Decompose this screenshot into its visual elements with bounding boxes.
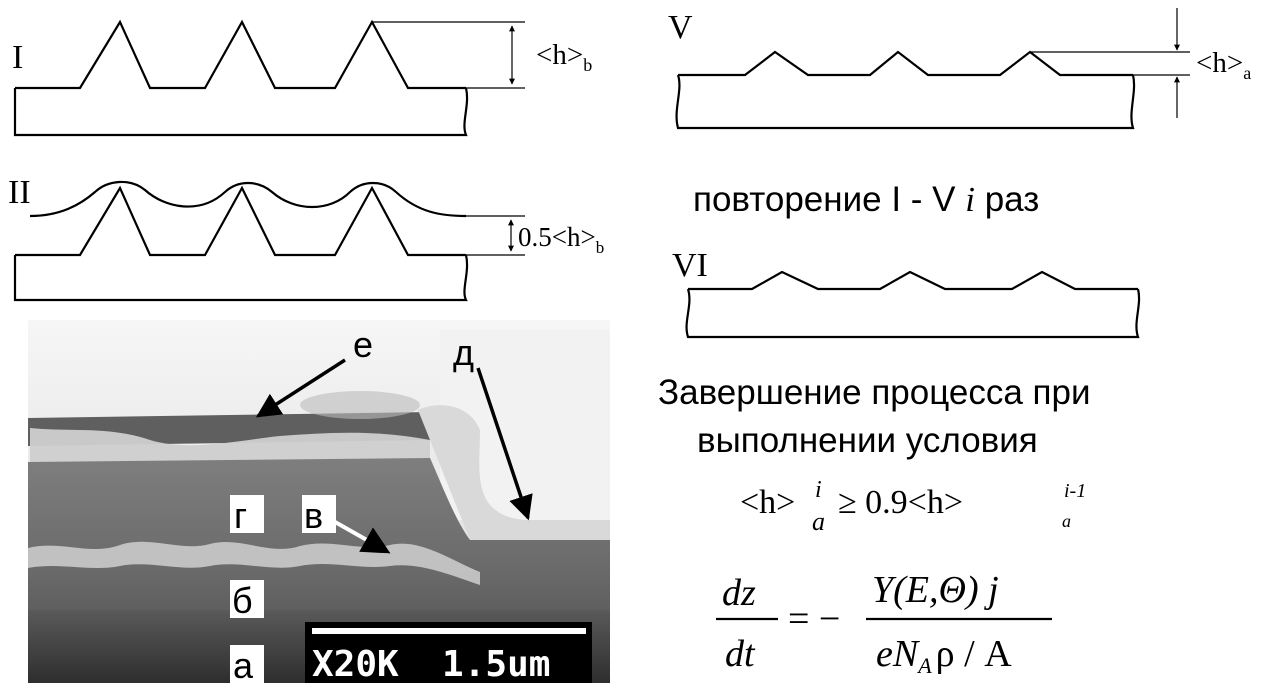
label-d: д (453, 332, 474, 373)
condition-relation: ≥ 0.9<h> (838, 484, 963, 521)
stage-5: V <h>a (668, 8, 1251, 128)
stage-6-substrate (687, 289, 1140, 337)
formula-den2: eNA ρ / A (876, 633, 1012, 678)
stage-2: II 0.5<h>b (8, 174, 604, 300)
stage-1-profile (15, 22, 466, 88)
label-e: е (353, 324, 373, 365)
stage-1-label: I (12, 39, 23, 76)
micrograph-glow (300, 391, 420, 419)
stage-1: I <h>b (12, 22, 592, 135)
formula-num2: Y(E,Θ) j (872, 569, 999, 611)
stage-6: VI (672, 247, 1139, 337)
label-v: в (304, 495, 323, 536)
stage-5-profile (678, 52, 1133, 75)
condition-formula: <h> i a ≥ 0.9<h> i-1 a (740, 477, 1086, 536)
condition-lhs-sup: i (815, 477, 822, 503)
condition-lhs: <h> (740, 484, 795, 521)
label-a: а (233, 645, 254, 683)
stage-6-label: VI (672, 247, 708, 284)
scale-text: X20K 1.5um (312, 644, 550, 683)
hb-label: <h>b (536, 39, 592, 75)
formula-equals-minus: = − (788, 598, 840, 640)
stage-1-substrate (15, 88, 467, 135)
stage-2-substrate (15, 255, 467, 300)
finish-line-1: Завершение процесса при (658, 373, 1091, 412)
formula-den1: dt (725, 633, 756, 675)
scale-bar (312, 628, 586, 634)
rate-formula: dz dt = − Y(E,Θ) j eNA ρ / A (716, 569, 1052, 678)
stage-5-label: V (668, 9, 693, 46)
condition-rhs-sub: a (1062, 511, 1071, 531)
ha-label: <h>a (1196, 47, 1251, 83)
formula-num1: dz (722, 572, 756, 614)
label-b: б (232, 580, 253, 621)
label-g: г (234, 495, 247, 536)
condition-lhs-sub: a (812, 507, 825, 536)
condition-rhs-sup: i-1 (1064, 480, 1086, 502)
sem-micrograph: е д г в б а X20K 1.5um (28, 320, 610, 683)
half-hb-label: 0.5<h>b (518, 222, 604, 257)
stage-5-substrate (677, 75, 1135, 128)
stage-2-profile (15, 188, 466, 255)
stage-2-label: II (8, 174, 31, 211)
stage-6-profile (688, 272, 1138, 289)
repeat-text: повторение I - V i раз (693, 180, 1039, 219)
finish-line-2: выполнении условия (697, 421, 1038, 460)
